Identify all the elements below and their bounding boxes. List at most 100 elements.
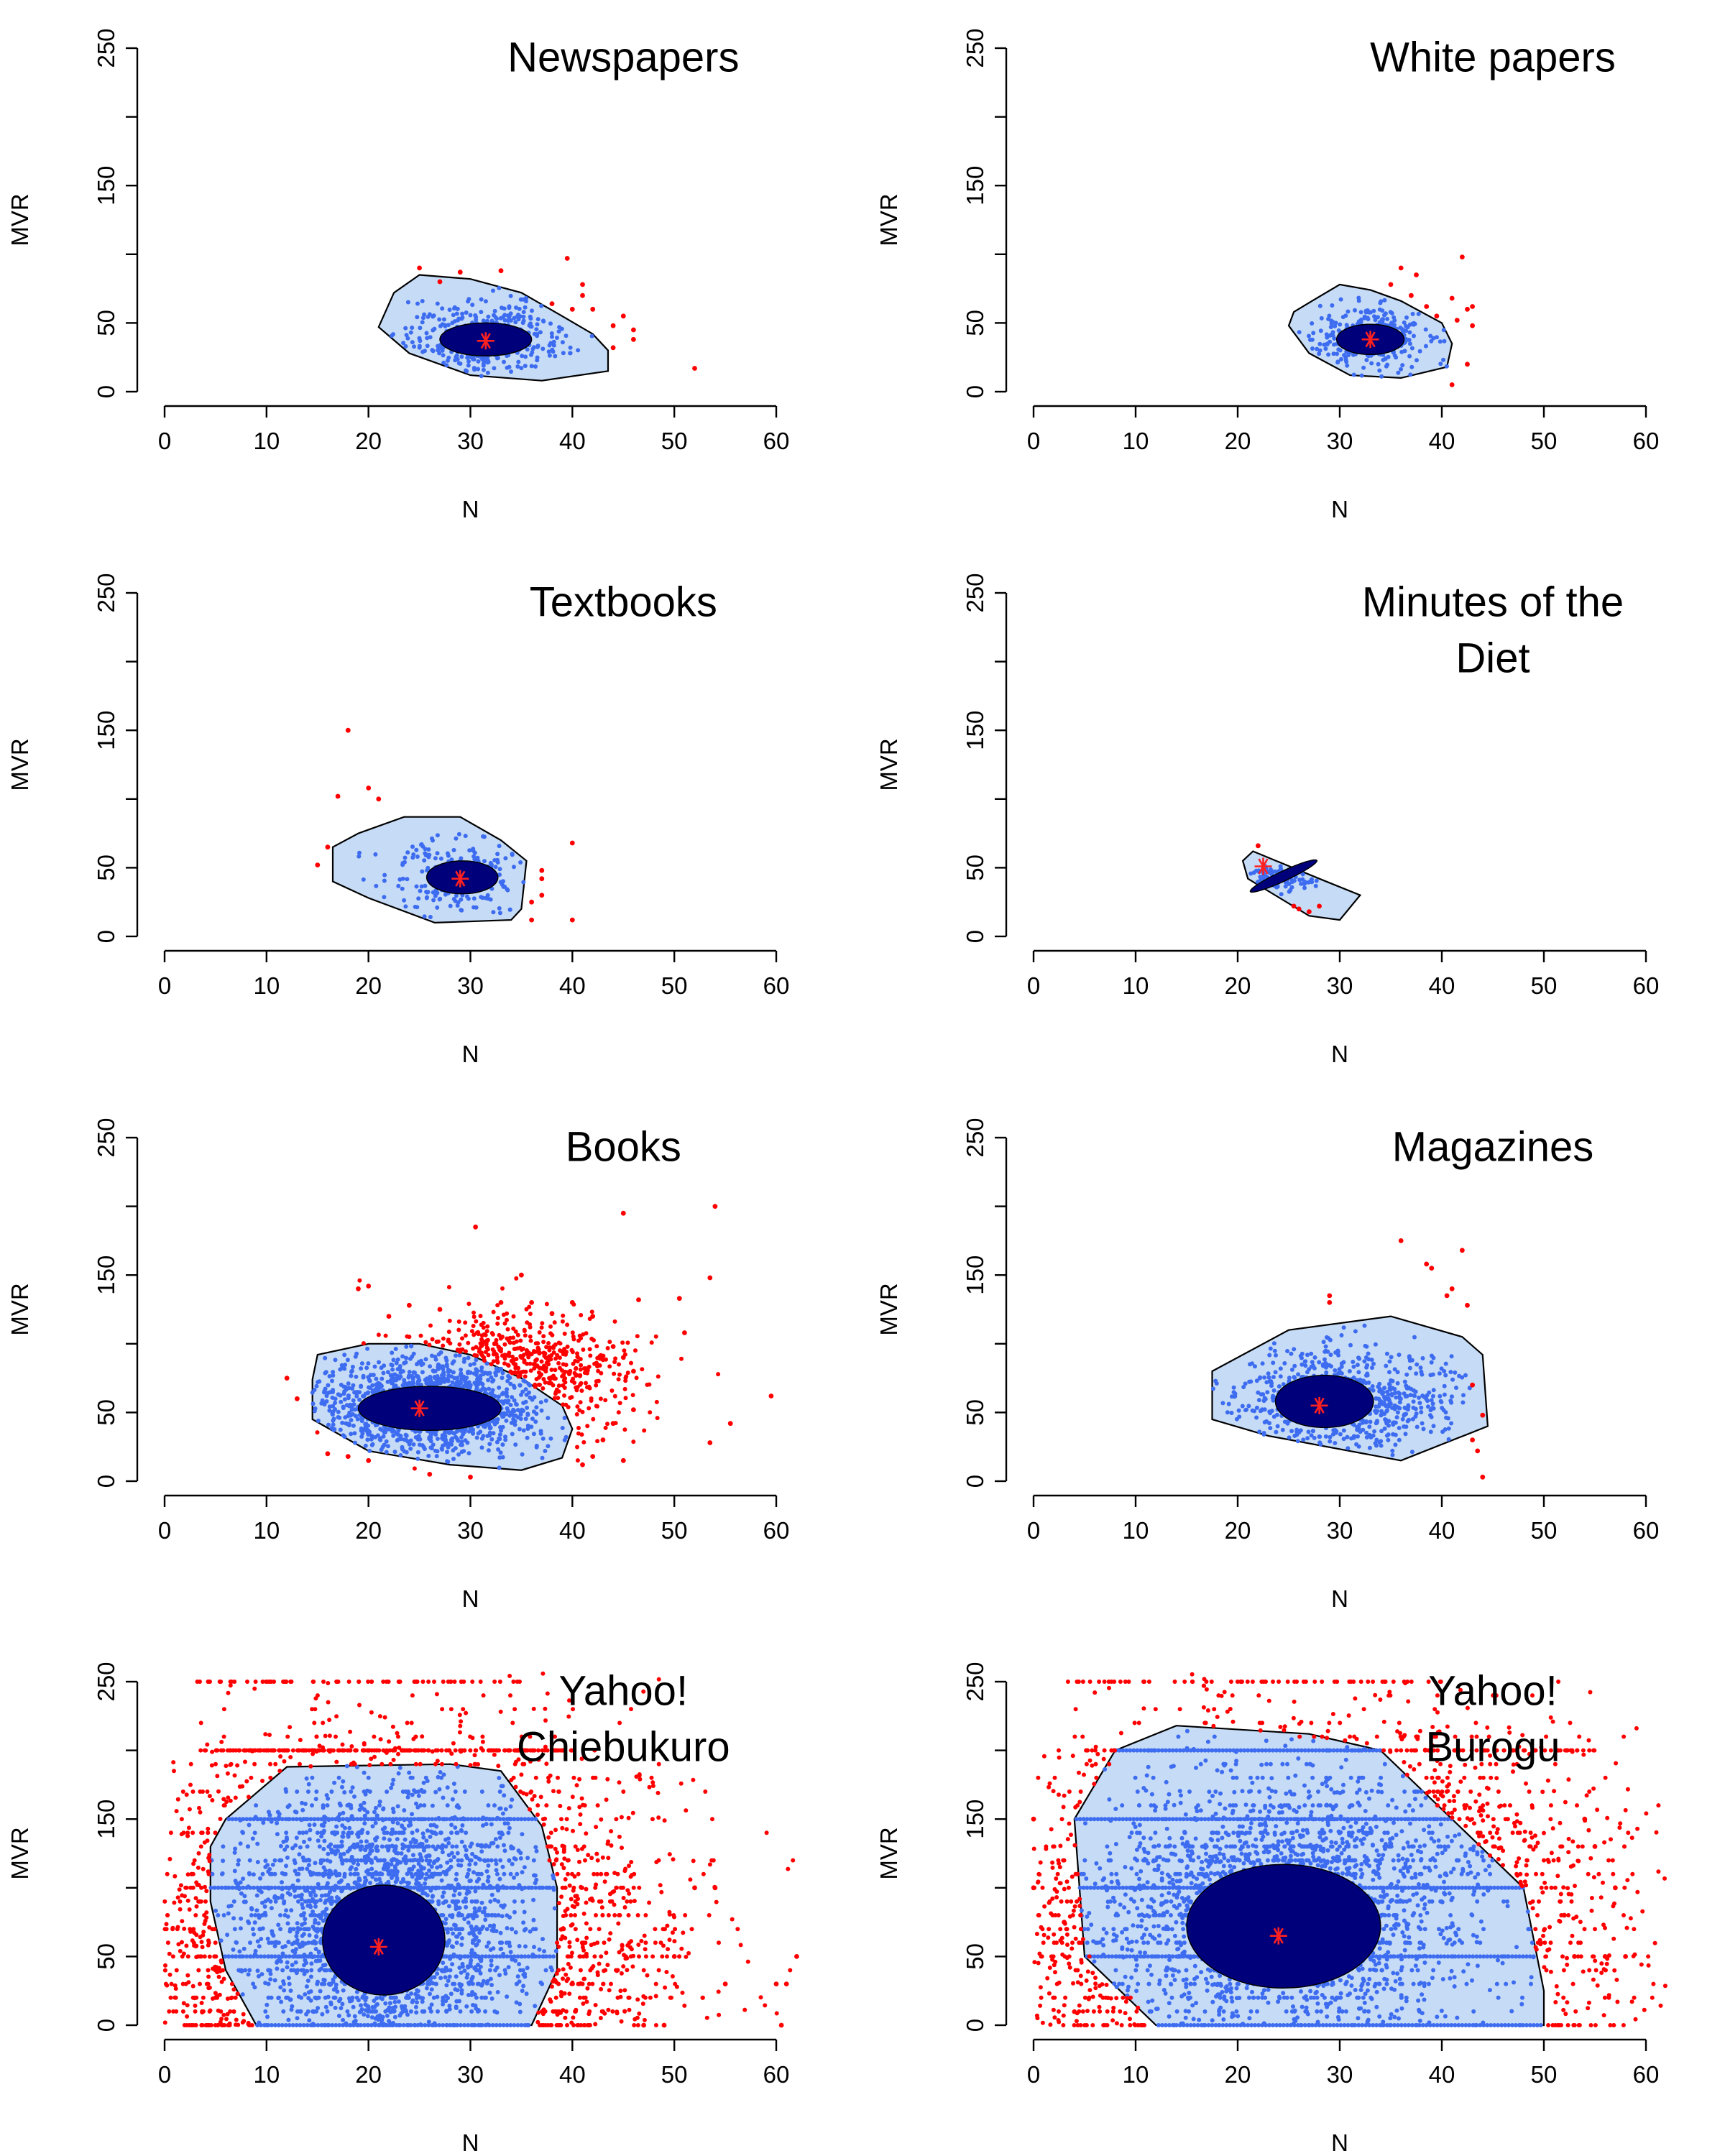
data-point xyxy=(1321,1340,1326,1345)
data-point xyxy=(537,1947,542,1952)
data-point xyxy=(414,884,419,889)
data-point xyxy=(1442,1392,1447,1397)
outlier-point xyxy=(600,1437,606,1442)
data-point xyxy=(433,1369,438,1373)
data-point xyxy=(340,1420,345,1425)
outlier-point xyxy=(417,265,422,271)
data-point xyxy=(539,303,544,308)
data-point xyxy=(419,884,424,889)
data-point xyxy=(459,1988,464,1993)
data-point xyxy=(519,366,524,371)
outlier-point xyxy=(580,292,585,298)
data-point xyxy=(1407,338,1412,342)
data-point xyxy=(339,1399,344,1404)
data-point xyxy=(352,1794,356,1799)
data-point xyxy=(384,1450,389,1455)
data-point xyxy=(242,1946,247,1951)
outlier-point xyxy=(483,1350,488,1355)
data-point xyxy=(441,317,446,322)
outlier-point xyxy=(563,1376,568,1381)
data-point xyxy=(418,1442,422,1447)
data-point xyxy=(384,1439,389,1444)
data-point xyxy=(344,1403,349,1408)
x-tick-label: 20 xyxy=(355,1517,382,1544)
outlier-point xyxy=(594,1360,599,1365)
data-point xyxy=(1355,1363,1360,1368)
data-point xyxy=(1351,1376,1356,1380)
data-point xyxy=(1296,1372,1301,1377)
data-point xyxy=(454,836,459,841)
data-point xyxy=(454,311,459,316)
y-tick-label: 150 xyxy=(93,711,119,750)
outlier-point xyxy=(295,1396,300,1401)
outlier-point xyxy=(575,1404,580,1409)
data-point xyxy=(461,1885,466,1890)
outlier-point xyxy=(610,1344,616,1349)
data-point xyxy=(310,1775,315,1780)
data-point xyxy=(1376,315,1380,320)
data-point xyxy=(378,1427,383,1432)
data-point xyxy=(326,1383,331,1388)
data-point xyxy=(458,1373,463,1378)
outlier-point xyxy=(571,1334,576,1339)
data-point xyxy=(520,1832,525,1837)
outlier-point xyxy=(625,1340,630,1345)
data-point xyxy=(1390,1448,1395,1453)
data-point xyxy=(1311,331,1316,336)
outlier-point xyxy=(345,1454,351,1459)
data-point xyxy=(1409,364,1414,369)
data-point xyxy=(521,314,526,319)
data-point xyxy=(1317,351,1322,356)
data-point xyxy=(413,904,418,909)
data-point xyxy=(1397,1406,1402,1411)
data-point xyxy=(1414,1424,1420,1429)
outlier-point xyxy=(610,323,616,328)
outlier-point xyxy=(541,1340,546,1345)
outlier-point xyxy=(357,1278,362,1283)
data-point xyxy=(273,1899,278,1904)
outlier-point xyxy=(511,1335,515,1340)
data-point xyxy=(1423,327,1428,332)
outlier-point xyxy=(1444,1293,1450,1299)
data-point xyxy=(1344,359,1349,364)
data-point xyxy=(1384,1351,1389,1356)
data-point xyxy=(385,1370,390,1375)
data-point xyxy=(438,856,443,861)
data-point xyxy=(1335,360,1340,365)
data-point xyxy=(1327,313,1332,318)
outlier-point xyxy=(511,1326,516,1331)
y-tick-label: 50 xyxy=(93,854,119,881)
core-region xyxy=(357,1386,502,1432)
data-point xyxy=(487,1426,492,1431)
outlier-point xyxy=(564,256,570,261)
data-point xyxy=(1292,878,1297,883)
data-point xyxy=(1333,323,1338,328)
outlier-point xyxy=(485,1324,490,1329)
data-point xyxy=(339,1363,344,1368)
data-point xyxy=(350,1365,355,1369)
data-point xyxy=(366,1428,371,1433)
data-point xyxy=(1407,322,1412,327)
data-point xyxy=(490,1388,495,1393)
outlier-point xyxy=(598,1396,603,1401)
data-point xyxy=(420,299,425,303)
data-point xyxy=(431,328,436,333)
data-point xyxy=(1333,1430,1338,1435)
x-tick-label: 0 xyxy=(158,972,171,999)
outlier-point xyxy=(579,1363,584,1368)
data-point xyxy=(1297,330,1302,335)
data-point xyxy=(489,1958,494,1963)
outlier-point xyxy=(1291,903,1297,909)
outlier-point xyxy=(466,1302,472,1307)
outlier-point xyxy=(549,1311,555,1317)
data-point xyxy=(554,336,559,340)
data-point xyxy=(1248,1362,1252,1367)
outlier-point xyxy=(1424,1261,1430,1267)
data-point xyxy=(394,1377,398,1382)
data-point xyxy=(218,1938,224,1943)
outlier-point xyxy=(1454,318,1460,323)
outlier-point xyxy=(521,1353,526,1358)
outlier-point xyxy=(603,1398,608,1403)
data-point xyxy=(461,1359,466,1364)
data-point xyxy=(487,1442,492,1447)
